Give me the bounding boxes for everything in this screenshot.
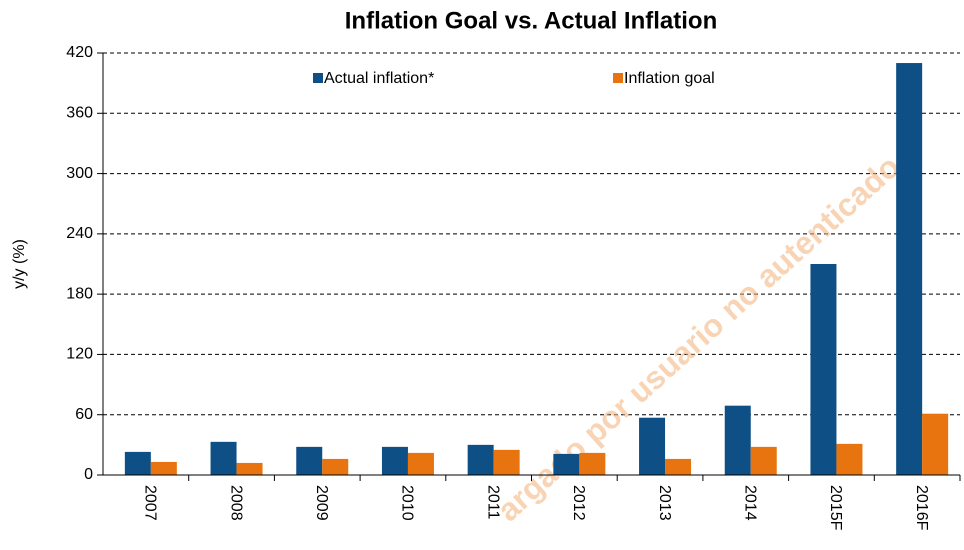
x-tick-label: 2011	[484, 485, 501, 520]
x-tick-label: 2014	[742, 485, 759, 521]
x-tick-label: 2007	[142, 485, 159, 521]
bar	[639, 417, 666, 475]
x-tick-label: 2015F	[827, 485, 844, 531]
bar	[724, 405, 751, 475]
bar	[553, 453, 580, 475]
bar	[896, 63, 923, 476]
y-tick-label: 240	[66, 225, 93, 242]
bar	[236, 462, 263, 475]
bar	[750, 446, 777, 475]
chart-title: Inflation Goal vs. Actual Inflation	[345, 7, 717, 34]
bar	[322, 458, 349, 475]
bar	[381, 446, 408, 475]
bar	[810, 264, 837, 475]
y-tick-label: 0	[84, 466, 93, 483]
bar	[124, 451, 151, 475]
legend-swatch	[313, 73, 323, 83]
legend-label: Actual inflation*	[324, 70, 434, 87]
x-tick-label: 2009	[313, 485, 330, 521]
y-tick-label: 120	[66, 346, 93, 363]
legend-label: Inflation goal	[624, 70, 715, 87]
y-tick-label: 60	[75, 406, 93, 423]
x-tick-label: 2010	[399, 485, 416, 521]
bar	[493, 449, 520, 475]
y-tick-label: 300	[66, 165, 93, 182]
legend-swatch	[613, 73, 623, 83]
x-tick-label: 2008	[227, 485, 244, 521]
bar	[150, 461, 177, 475]
bar	[467, 444, 494, 475]
x-tick-label: 2012	[570, 485, 587, 521]
bar	[922, 413, 949, 475]
y-tick-label: 360	[66, 105, 93, 122]
bar	[836, 443, 863, 475]
x-tick-label: 2016F	[913, 485, 930, 531]
y-axis-label: y/y (%)	[11, 239, 28, 289]
bar	[579, 452, 606, 475]
bar	[296, 446, 323, 475]
bar	[407, 452, 434, 475]
bar	[210, 441, 237, 475]
y-tick-label: 420	[66, 44, 93, 61]
x-tick-label: 2013	[656, 485, 673, 521]
bar	[665, 458, 692, 475]
y-tick-label: 180	[66, 285, 93, 302]
